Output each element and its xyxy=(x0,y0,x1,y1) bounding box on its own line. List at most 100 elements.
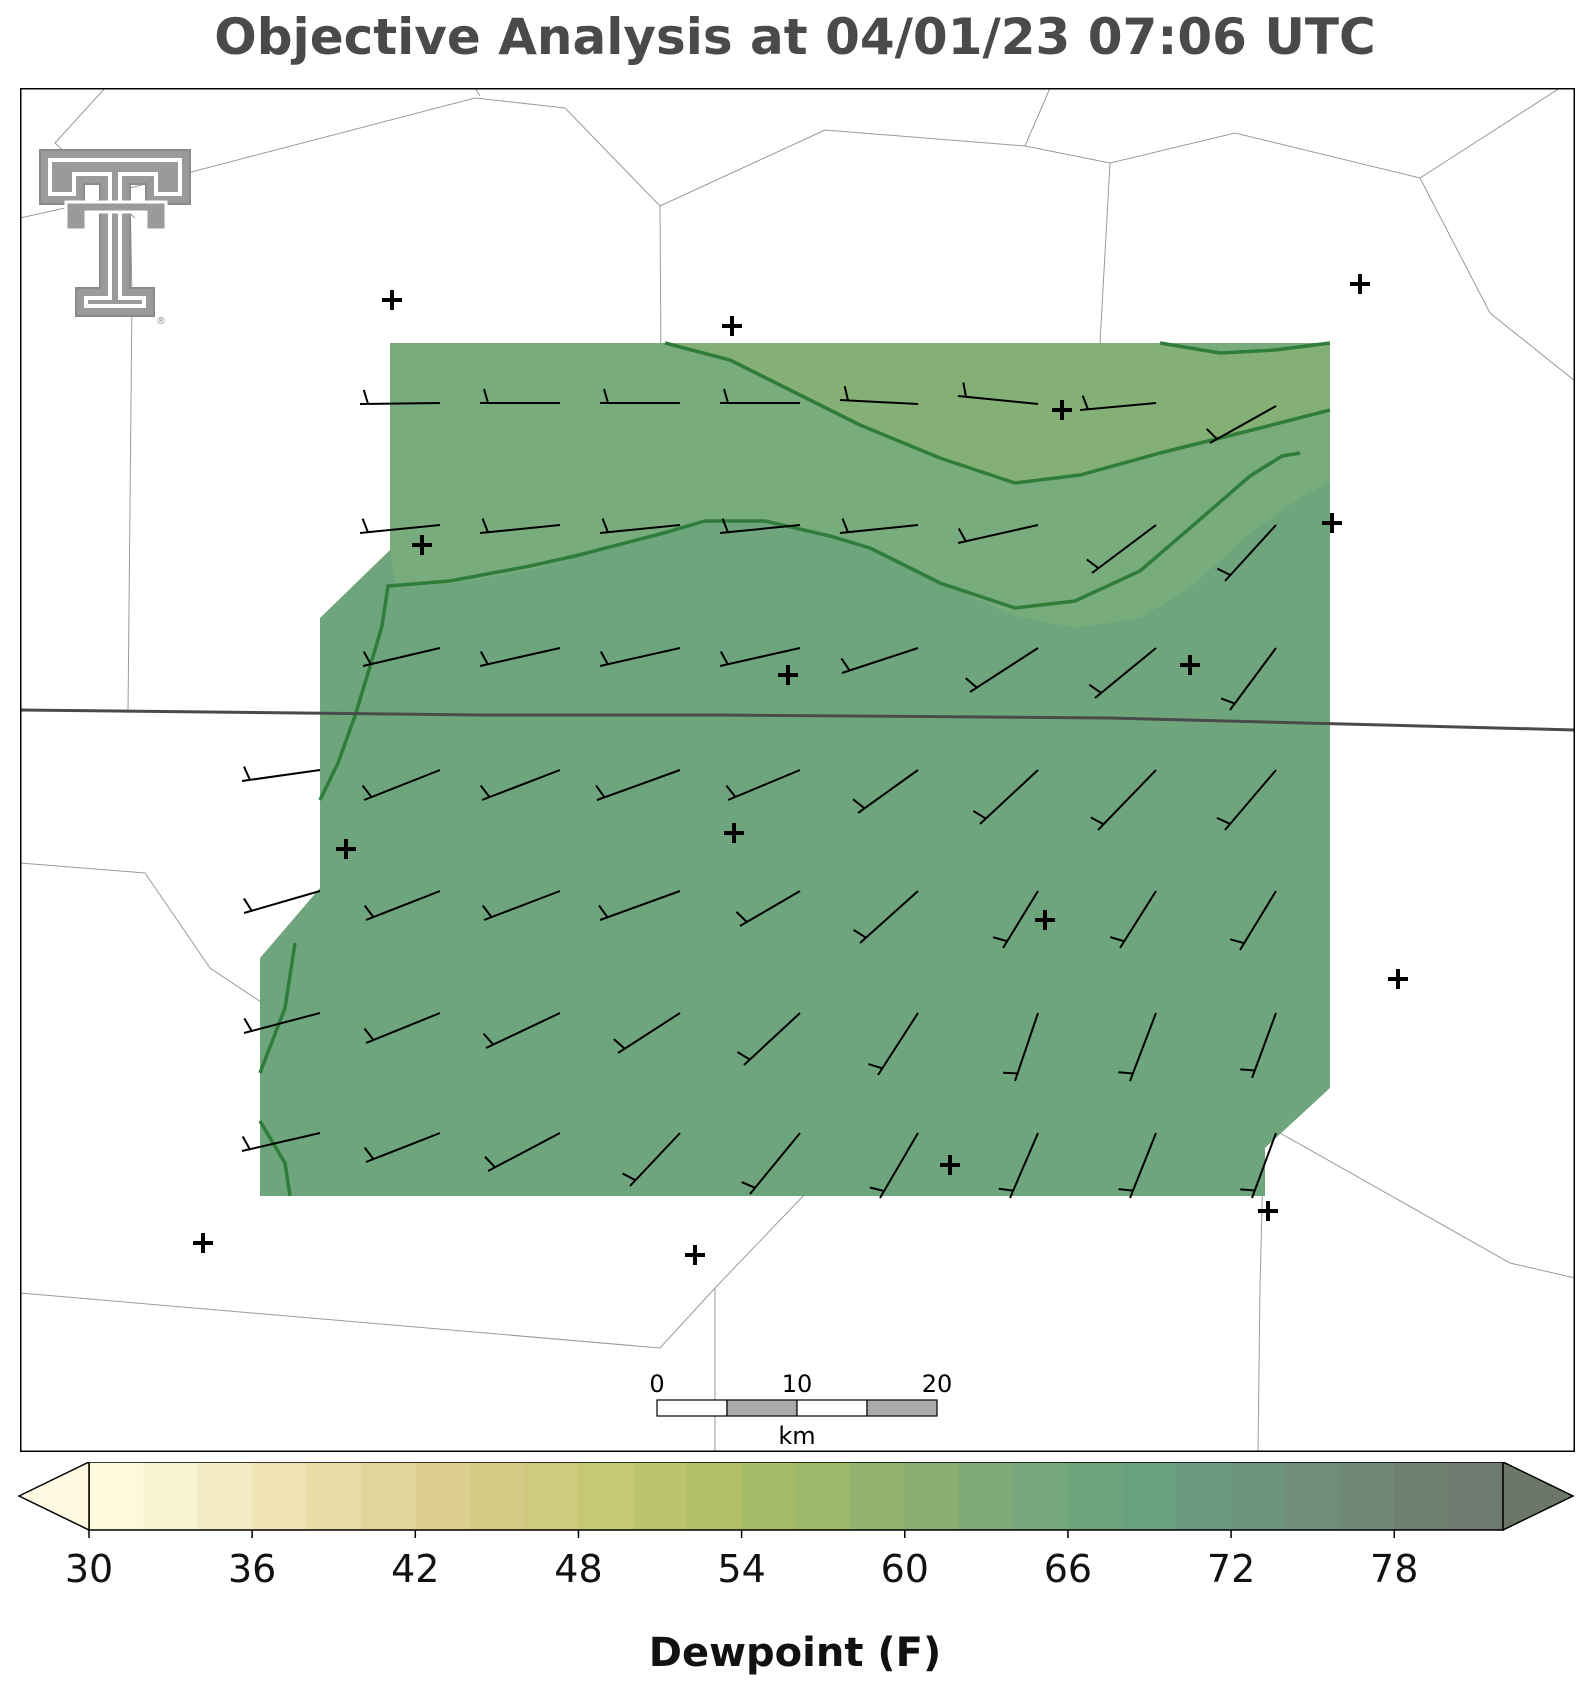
wind-barb-shaft xyxy=(879,1132,919,1199)
wind-barb-flag xyxy=(1081,395,1089,410)
colorbar-cell xyxy=(687,1462,743,1530)
wind-barb-shaft xyxy=(365,1132,441,1163)
scale-label-10: 10 xyxy=(782,1370,813,1398)
wind-barb-flag xyxy=(479,784,491,798)
wind-barb-flag xyxy=(479,650,489,665)
wind-barb-shaft xyxy=(599,524,681,534)
wind-barb-shaft xyxy=(1009,1132,1039,1199)
colorbar-cell xyxy=(741,1462,797,1530)
state-border xyxy=(20,708,1575,732)
colorbar-cell xyxy=(1231,1462,1287,1530)
wind-barb-flag xyxy=(992,936,1008,943)
colorbar-cell xyxy=(632,1462,688,1530)
analysis-map: ® 0 10 20 km xyxy=(20,88,1575,1452)
wind-barb-flag xyxy=(1118,1071,1133,1075)
wind-barb-flag xyxy=(613,1038,626,1050)
wind-barb-flag xyxy=(736,1051,751,1061)
colorbar-tick-label: 30 xyxy=(65,1547,113,1591)
wind-barb-shaft xyxy=(365,890,441,921)
colorbar-tick-label: 36 xyxy=(228,1547,276,1591)
wind-barb-flag xyxy=(725,784,737,798)
colorbar-cell xyxy=(143,1462,199,1530)
wind-barb-shaft xyxy=(479,647,561,667)
wind-barb-shaft xyxy=(859,890,919,944)
colorbar-cell xyxy=(197,1462,253,1530)
wind-barb-flag xyxy=(1088,683,1102,694)
wind-barb-flag xyxy=(998,1187,1014,1192)
wind-barb-shaft xyxy=(1002,890,1039,949)
colorbar-cell xyxy=(796,1462,851,1530)
wind-barb-shaft xyxy=(1229,647,1277,711)
wind-barb-shaft xyxy=(841,647,919,674)
wind-barb-flag xyxy=(719,650,729,665)
wind-barb-shaft xyxy=(839,399,919,405)
wind-barb-shaft xyxy=(1239,890,1277,951)
wind-barb-shaft xyxy=(1209,405,1277,444)
wind-barb-shaft xyxy=(957,395,1039,405)
wind-barb-flag xyxy=(843,385,849,401)
colorbar-label: Dewpoint (F) xyxy=(648,1630,942,1676)
wind-barb-flag xyxy=(1118,1188,1134,1192)
scale-bar: 0 10 20 km xyxy=(649,1370,952,1450)
wind-barb-flag xyxy=(599,650,609,665)
wind-barb-flag xyxy=(1002,1071,1018,1075)
wind-barb-flag xyxy=(965,677,978,689)
wind-barb-shaft xyxy=(241,769,321,782)
map-frame xyxy=(20,88,1575,1452)
wind-barb-flag xyxy=(361,518,369,533)
wind-barb-shaft xyxy=(1251,1132,1277,1199)
wind-barb-shaft xyxy=(1129,1132,1157,1199)
wind-barb-flag xyxy=(243,897,253,912)
dewpoint-contours xyxy=(258,341,1331,1197)
wind-barb-shaft xyxy=(749,1132,801,1195)
colorbar-cell xyxy=(1067,1462,1123,1530)
wind-barb-flag xyxy=(869,1186,885,1193)
wind-barb-flag xyxy=(853,929,867,939)
colorbar-tick-label: 48 xyxy=(554,1547,602,1591)
wind-barb-flag xyxy=(1090,816,1105,826)
colorbar-cell xyxy=(1176,1462,1232,1530)
colorbar-cell xyxy=(578,1462,634,1530)
wind-barb-shaft xyxy=(599,890,681,921)
wind-barb-flag xyxy=(601,518,609,533)
wind-barb-flag xyxy=(484,1156,496,1168)
wind-barb-flag xyxy=(868,1063,883,1070)
wind-barb-flag xyxy=(1240,1068,1255,1072)
wind-barb-shaft xyxy=(359,524,441,534)
wind-barb-flag xyxy=(841,518,849,533)
wind-barb-shaft xyxy=(979,769,1039,825)
wind-barb-flag xyxy=(735,911,748,923)
wind-barb-flag xyxy=(598,904,609,918)
wind-barb-flag xyxy=(603,388,609,404)
colorbar-cell xyxy=(252,1462,308,1530)
wind-barb-flag xyxy=(721,518,729,533)
wind-barb-flag xyxy=(361,784,373,798)
wind-barb-shaft xyxy=(483,890,561,921)
colorbar-cell xyxy=(469,1462,525,1530)
colorbar-tick-label: 66 xyxy=(1044,1547,1092,1591)
wind-barb-shaft xyxy=(599,647,681,667)
scale-unit: km xyxy=(778,1422,815,1450)
colorbar-cell xyxy=(904,1462,960,1530)
wind-barb-shaft xyxy=(596,769,681,801)
colorbar-cell xyxy=(1394,1462,1450,1530)
wind-barb-shaft xyxy=(365,1012,441,1044)
scale-segment-1 xyxy=(656,1399,728,1417)
wind-barb-flag xyxy=(1229,938,1245,945)
colorbar-tick-label: 54 xyxy=(717,1547,765,1591)
wind-barb-flag xyxy=(852,798,866,810)
wind-barb-shaft xyxy=(485,1012,561,1049)
wind-barb-flag xyxy=(595,784,606,798)
colorbar-cell xyxy=(1339,1462,1395,1530)
wind-barb-shaft xyxy=(739,890,801,927)
wind-barb-flag xyxy=(241,1135,251,1150)
wind-barb-flag xyxy=(363,1146,375,1160)
wind-barb-flag xyxy=(362,389,369,405)
wind-barb-flag xyxy=(362,650,372,665)
colorbar-cell xyxy=(89,1462,144,1530)
colorbar-tick-label: 42 xyxy=(391,1547,439,1591)
wind-barb-shaft xyxy=(243,890,321,914)
station-markers xyxy=(193,274,1408,1265)
wind-barb-shaft xyxy=(877,1012,919,1076)
wind-barb-shaft xyxy=(1119,890,1157,949)
